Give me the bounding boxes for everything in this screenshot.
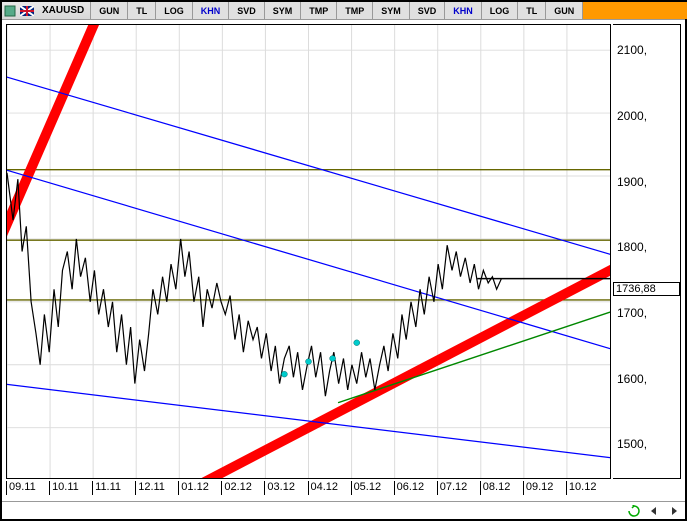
y-axis: 1500, 1600, 1700, 1800, 1900, 2000, 2100, 1736,… — [613, 24, 681, 479]
xtick-label: 10.11 — [49, 481, 79, 495]
ytick-label: 1700, — [617, 306, 647, 320]
chart-window: XAUUSD GUNTLLOGKHNSVDSYMTMPTMPSYMSVDKHNL… — [0, 0, 687, 521]
tab-sym[interactable]: SYM — [373, 2, 410, 19]
tab-tl[interactable]: TL — [518, 2, 546, 19]
ytick-label: 1900, — [617, 175, 647, 189]
tab-sym[interactable]: SYM — [265, 2, 302, 19]
xtick-label: 11.11 — [92, 481, 121, 495]
ytick-label: 1600, — [617, 372, 647, 386]
tab-gun[interactable]: GUN — [546, 2, 583, 19]
tab-tmp[interactable]: TMP — [301, 2, 337, 19]
xtick-label: 09.12 — [523, 481, 554, 495]
xtick-label: 07.12 — [437, 481, 468, 495]
plot[interactable] — [6, 24, 611, 479]
step-forward-icon[interactable] — [667, 504, 681, 518]
xtick-label: 05.12 — [351, 481, 382, 495]
tab-svd[interactable]: SVD — [229, 2, 265, 19]
ytick-label: 1500, — [617, 437, 647, 451]
tab-svd[interactable]: SVD — [410, 2, 446, 19]
current-price-box: 1736,88 — [613, 282, 680, 296]
xtick-label: 02.12 — [221, 481, 252, 495]
step-back-icon[interactable] — [647, 504, 661, 518]
app-icon — [4, 4, 16, 18]
xtick-label: 08.12 — [480, 481, 511, 495]
xtick-label: 10.12 — [566, 481, 597, 495]
tab-khn[interactable]: KHN — [445, 2, 482, 19]
flag-icon — [20, 4, 34, 18]
symbol-label: XAUUSD — [36, 2, 91, 19]
tab-log[interactable]: LOG — [482, 2, 519, 19]
statusbar — [2, 501, 685, 519]
tab-khn[interactable]: KHN — [193, 2, 230, 19]
refresh-icon[interactable] — [627, 504, 641, 518]
chart-area[interactable]: 1500, 1600, 1700, 1800, 1900, 2000, 2100, 1736,… — [2, 20, 685, 501]
titlebar: XAUUSD GUNTLLOGKHNSVDSYMTMPTMPSYMSVDKHNL… — [2, 2, 685, 20]
tab-log[interactable]: LOG — [156, 2, 193, 19]
ytick-label: 1800, — [617, 240, 647, 254]
tab-tmp[interactable]: TMP — [337, 2, 373, 19]
xtick-label: 12.11 — [135, 481, 165, 495]
ytick-label: 2000, — [617, 109, 647, 123]
xtick-label: 03.12 — [264, 481, 295, 495]
tab-gun[interactable]: GUN — [91, 2, 128, 19]
ytick-label: 2100, — [617, 43, 647, 57]
xtick-label: 06.12 — [394, 481, 425, 495]
orange-segment — [583, 2, 687, 19]
x-axis: 09.11 10.11 11.11 12.11 01.12 02.12 03.12 04.12… — [6, 481, 611, 499]
tab-tl[interactable]: TL — [128, 2, 156, 19]
xtick-label: 09.11 — [6, 481, 36, 495]
xtick-label: 04.12 — [308, 481, 339, 495]
xtick-label: 01.12 — [178, 481, 209, 495]
